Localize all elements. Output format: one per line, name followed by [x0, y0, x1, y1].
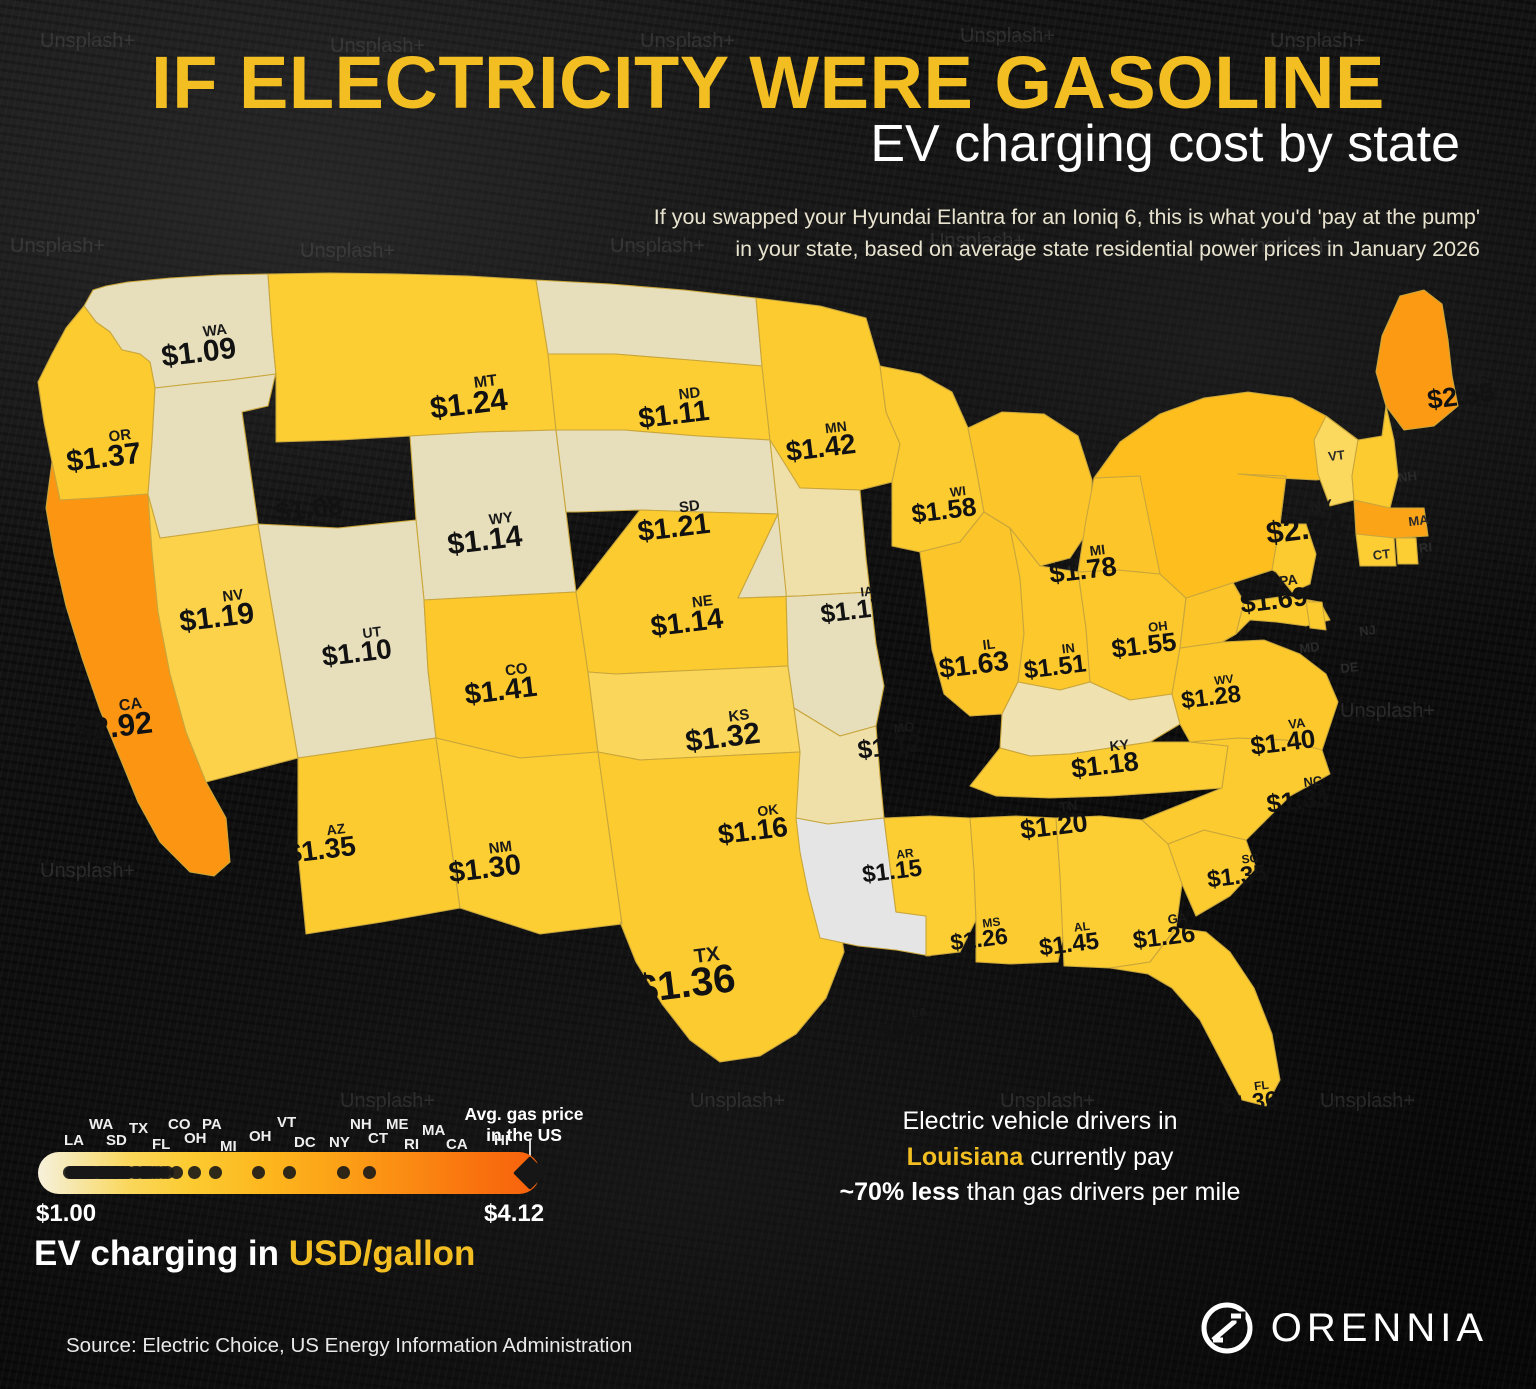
legend-avg-line-2: in the US: [486, 1125, 562, 1145]
state-mi[interactable]: [967, 411, 1093, 567]
legend-abbr-ca: CA: [446, 1136, 468, 1153]
legend-title-highlight: USD/gallon: [288, 1234, 476, 1273]
legend-avg-line-1: Avg. gas price: [464, 1104, 584, 1124]
legend-abbr-wa: WA: [89, 1116, 114, 1133]
legend-abbr-mi: MI: [220, 1138, 237, 1155]
legend-abbr-dc: DC: [294, 1134, 316, 1151]
callout-note: Electric vehicle drivers in Louisiana cu…: [830, 1104, 1250, 1211]
legend-dot: [209, 1166, 223, 1179]
legend: Avg. gas price in the US LA WA SD TX FL CO OH P…: [34, 1104, 594, 1273]
legend-abbr-sd: SD: [106, 1132, 127, 1149]
brand-name: ORENNIA: [1270, 1305, 1488, 1350]
state-abbr-ct: CT: [1372, 546, 1391, 563]
us-choropleth-map: $1.09 WA $1.37 OR $2.92 CA $1.19 NV $1.08 ID $1.24…: [0, 262, 1536, 1122]
page-deck: If you swapped your Hyundai Elantra for …: [0, 202, 1480, 266]
legend-abbr-ny: NY: [329, 1134, 350, 1151]
state-az[interactable]: [297, 737, 461, 935]
orennia-mark-icon: [1201, 1302, 1253, 1354]
state-wy[interactable]: [409, 429, 577, 601]
state-mt[interactable]: [267, 272, 557, 443]
state-abbr-la: LA: [911, 1005, 929, 1021]
callout-state: Louisiana: [906, 1142, 1024, 1171]
legend-avg-note: Avg. gas price in the US: [454, 1104, 594, 1146]
state-sc[interactable]: [1167, 829, 1257, 917]
state-de[interactable]: [1305, 601, 1327, 631]
state-ne[interactable]: [555, 429, 779, 515]
state-ok[interactable]: [587, 665, 801, 761]
legend-abbr-ct: CT: [368, 1130, 388, 1147]
legend-abbr-co: CO: [168, 1116, 191, 1133]
state-nd[interactable]: [535, 279, 763, 367]
state-abbr-ri: RI: [1418, 539, 1433, 555]
legend-abbr-ma: MA: [422, 1122, 446, 1139]
legend-dot: [127, 1166, 141, 1179]
state-abbr-tn: TN: [1058, 797, 1078, 815]
state-abbr-me: ME: [1464, 367, 1487, 385]
legend-abbr-oh: OH: [249, 1128, 272, 1145]
callout-line-2-tail: currently pay: [1023, 1142, 1174, 1171]
deck-line-2: in your state, based on average state re…: [735, 236, 1480, 261]
state-ri[interactable]: [1395, 537, 1419, 565]
legend-dot: [282, 1166, 296, 1179]
state-abbr-md: MD: [1299, 639, 1321, 656]
legend-max-label: $4.12: [484, 1200, 545, 1227]
deck-line-1: If you swapped your Hyundai Elantra for …: [653, 205, 1480, 229]
legend-min-label: $1.00: [36, 1200, 97, 1227]
state-abbr-de: DE: [1340, 659, 1360, 676]
callout-line-3: ~70% less than gas drivers per mile: [830, 1175, 1250, 1211]
legend-abbr-me: ME: [386, 1116, 409, 1133]
legend-abbr-hi: HI: [494, 1132, 509, 1149]
callout-line-2: Louisiana currently pay: [830, 1140, 1250, 1176]
state-al[interactable]: [969, 815, 1065, 965]
brand-logo: ORENNIA: [1199, 1300, 1488, 1356]
state-mo[interactable]: [737, 513, 885, 737]
state-ms[interactable]: [883, 815, 977, 957]
legend-abbr-la: LA: [64, 1132, 84, 1149]
state-tn[interactable]: [969, 741, 1229, 799]
state-abbr-nh: NH: [1397, 468, 1417, 485]
legend-dot: [336, 1166, 350, 1179]
state-nm[interactable]: [435, 737, 623, 935]
callout-percent: ~70% less: [839, 1178, 960, 1206]
state-va[interactable]: [1171, 639, 1339, 751]
legend-dot: [75, 1166, 88, 1179]
source-credit: Source: Electric Choice, US Energy Infor…: [66, 1334, 633, 1357]
legend-abbr-ri: RI: [404, 1136, 419, 1153]
legend-avg-tick: [529, 1140, 531, 1162]
legend-abbr-oh: OH: [184, 1130, 207, 1147]
legend-title-prefix: EV charging in: [34, 1234, 289, 1273]
state-value-id: $1.08: [274, 490, 345, 528]
callout-line-1: Electric vehicle drivers in: [902, 1107, 1178, 1135]
legend-abbr-nh: NH: [350, 1116, 372, 1133]
legend-abbr-pa: PA: [202, 1116, 222, 1133]
state-id[interactable]: [147, 331, 277, 539]
state-abbr-nj: NJ: [1358, 622, 1376, 639]
state-fl[interactable]: [1109, 927, 1281, 1107]
state-co[interactable]: [423, 591, 599, 759]
state-ct[interactable]: [1355, 533, 1397, 567]
legend-title: EV charging in USD/gallon: [34, 1234, 475, 1274]
state-nh[interactable]: [1351, 405, 1399, 509]
legend-dot: [251, 1166, 265, 1179]
state-abbr-ma: MA: [1408, 512, 1431, 529]
state-abbr-vt: VT: [1327, 447, 1345, 464]
page-title: IF ELECTRICITY WERE GASOLINE: [151, 41, 1385, 124]
state-sd[interactable]: [547, 353, 771, 441]
legend-abbr-fl: FL: [152, 1136, 171, 1153]
state-abbr-id: ID: [315, 480, 331, 498]
state-me[interactable]: [1375, 289, 1459, 431]
legend-dot: [161, 1166, 175, 1179]
legend-abbr-tx: TX: [129, 1120, 149, 1137]
legend-abbr-vt: VT: [277, 1114, 297, 1131]
legend-dot: [362, 1166, 376, 1179]
page-subtitle: EV charging cost by state: [870, 115, 1460, 173]
state-oh[interactable]: [1077, 569, 1187, 701]
callout-line-3-tail: than gas drivers per mile: [959, 1178, 1241, 1206]
legend-dot: [187, 1166, 201, 1179]
state-value-la: $1.07: [877, 1013, 937, 1046]
state-nj[interactable]: [1271, 523, 1317, 593]
state-abbr-mo: MO: [893, 719, 916, 736]
